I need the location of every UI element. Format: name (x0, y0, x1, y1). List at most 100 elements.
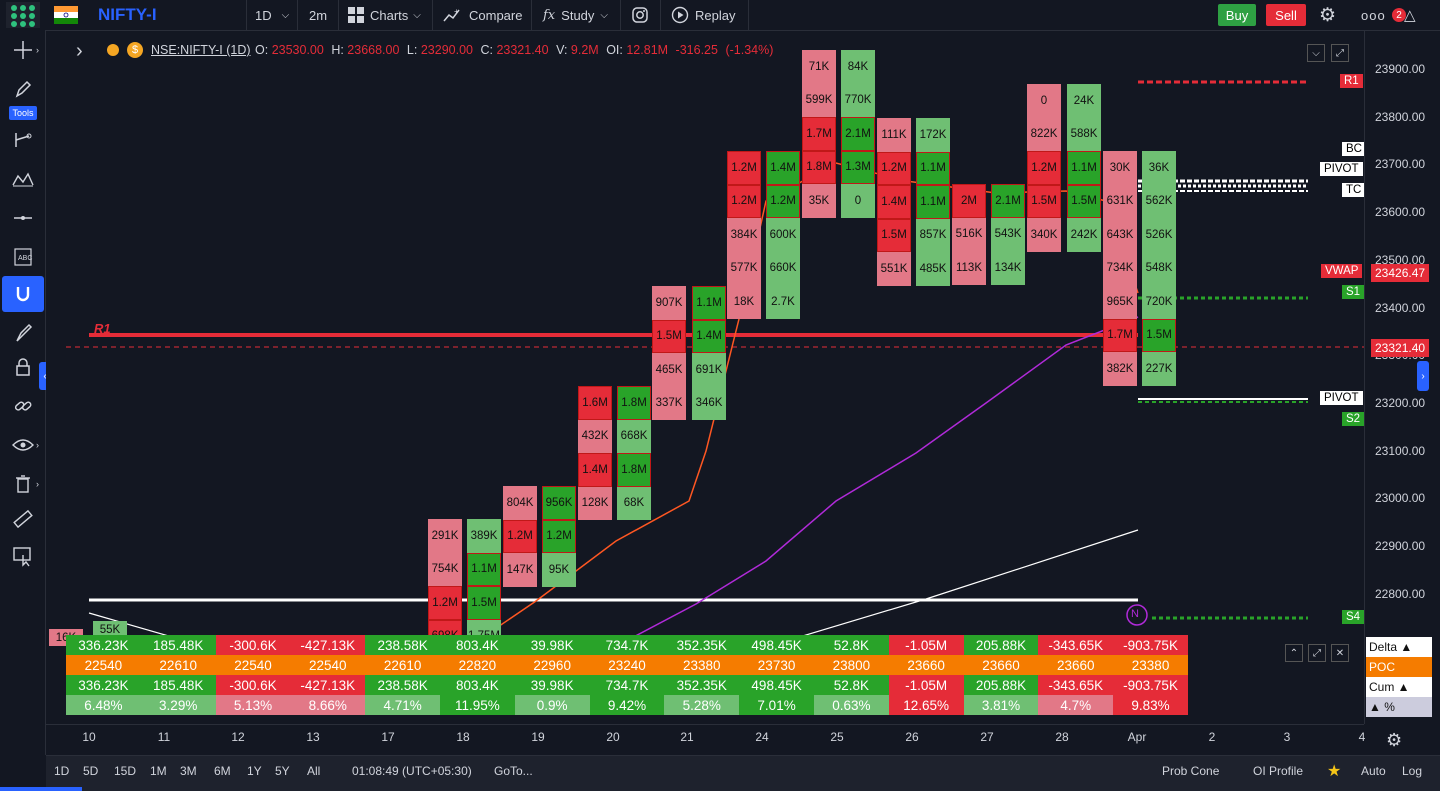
replay-button[interactable]: Replay (671, 0, 735, 30)
axis-settings-button[interactable]: ⚙ (1386, 730, 1402, 751)
study-menu[interactable]: fx Study ⌵ (543, 0, 608, 30)
pivot-level-label: PIVOT (1320, 162, 1363, 176)
footprint-cell: 1.2M (542, 519, 576, 553)
range-button-5d[interactable]: 5D (83, 764, 99, 778)
visibility-tool-button[interactable]: › (8, 430, 39, 460)
footprint-cell: 1.5M (467, 586, 501, 620)
stats-row-cum: 336.23K 185.48K -300.6K -427.13K 238.58K 803.… (66, 675, 1188, 695)
brush-icon (16, 323, 33, 342)
status-dot-icon (107, 44, 119, 56)
favorite-star-icon[interactable]: ★ (1327, 763, 1342, 780)
chart-expand-button[interactable]: ⤢ (1331, 44, 1349, 62)
chart-canvas[interactable]: N R1 16K55K291K754K1.2M698K389K1.1M1.5M1… (46, 31, 1364, 724)
clock-display[interactable]: 01:08:49 (UTC+05:30) (352, 764, 472, 778)
range-button-3m[interactable]: 3M (180, 764, 197, 778)
footprint-cell: 804K (503, 486, 537, 520)
log-scale-button[interactable]: Log (1402, 764, 1423, 778)
buy-button[interactable]: Buy (1218, 4, 1256, 26)
bottom-toolbar: 1D 5D 15D 1M 3M 6M 1Y 5Y All 01:08:49 (UTC+05:30… (0, 755, 1440, 791)
stats-cell: 23800 (813, 655, 889, 675)
range-button-all[interactable]: All (307, 764, 321, 778)
stats-cell: 23240 (589, 655, 665, 675)
stats-cell: -1.05M (888, 675, 964, 695)
pen-icon (15, 80, 32, 98)
alerts-button[interactable]: 2 △ (1392, 0, 1416, 30)
stats-close-button[interactable]: ✕ (1331, 644, 1349, 662)
range-button-1d[interactable]: 1D (54, 764, 70, 778)
app-logo[interactable] (4, 0, 42, 30)
price-tick-label: 23400.00 (1375, 300, 1426, 315)
lock-tool-button[interactable] (8, 352, 38, 382)
range-button-5y[interactable]: 5Y (275, 764, 290, 778)
range-button-6m[interactable]: 6M (214, 764, 231, 778)
delta-legend[interactable]: Delta ▲ (1366, 637, 1432, 657)
charts-menu[interactable]: Charts ⌵ (347, 0, 421, 30)
horizontal-line-tool-button[interactable] (8, 203, 38, 233)
compare-button[interactable]: + Compare (443, 0, 522, 30)
more-menu-button[interactable]: ooo (1361, 7, 1386, 23)
prob-cone-button[interactable]: Prob Cone (1162, 764, 1220, 778)
oi-profile-button[interactable]: OI Profile (1253, 764, 1304, 778)
interval-select[interactable]: 1D ⌵ (255, 0, 289, 30)
poc-legend[interactable]: POC (1366, 657, 1432, 677)
pct-legend[interactable]: ▲ % (1366, 697, 1432, 717)
footprint-cell: 1.5M (877, 218, 911, 252)
time-tick-label: 20 (606, 730, 620, 744)
range-button-1y[interactable]: 1Y (247, 764, 262, 778)
footprint-cell: 1.6M (578, 386, 612, 420)
settings-button[interactable]: ⚙ (1319, 0, 1336, 30)
ruler-tool-button[interactable] (8, 504, 38, 534)
footprint-cell: 1.4M (578, 453, 612, 487)
goto-button[interactable]: GoTo... (494, 764, 533, 778)
symbol-name[interactable]: NIFTY-I (98, 5, 157, 24)
price-tick-label: 23600.00 (1375, 205, 1426, 220)
stats-collapse-button[interactable]: ⌃ (1285, 644, 1303, 662)
footprint-cell: 691K (692, 353, 726, 387)
text-abc-icon: ABC (14, 248, 32, 266)
sell-button[interactable]: Sell (1266, 4, 1306, 26)
time-axis[interactable]: 10 11 12 13 17 18 19 20 21 24 25 26 27 28 Apr 2 3 4 (46, 724, 1365, 755)
price-axis[interactable]: 23900.00 23800.00 23700.00 23600.00 23500.00… (1364, 31, 1440, 724)
link-tool-button[interactable] (8, 391, 38, 421)
stats-cell: 23660 (963, 655, 1039, 675)
range-button-15d[interactable]: 15D (114, 764, 137, 778)
hand-pointer-icon (13, 547, 31, 567)
chart-collapse-button[interactable]: ⌵ (1307, 44, 1325, 62)
price-axis-expand-handle[interactable]: › (1417, 361, 1429, 391)
cum-legend[interactable]: Cum ▲ (1366, 677, 1432, 697)
s4-level-label: S4 (1342, 610, 1364, 624)
footprint-cell: 1.8M (617, 386, 651, 420)
price-tick-label: 23200.00 (1375, 395, 1426, 410)
camera-button[interactable] (631, 0, 649, 30)
time-tick-label: 24 (755, 730, 769, 744)
pivot-lower-level-label: PIVOT (1320, 391, 1363, 405)
stats-cell: 0.9% (514, 695, 590, 715)
magnet-tool-button[interactable] (2, 276, 44, 312)
auto-scale-button[interactable]: Auto (1361, 764, 1386, 778)
svg-text:ABC: ABC (18, 255, 32, 262)
measure-tool-button[interactable] (8, 125, 38, 155)
stats-cell: 205.88K (963, 675, 1039, 695)
footprint-cell: 1.2M (766, 184, 800, 218)
footprint-cell: 30K (1103, 151, 1137, 185)
sub-interval-button[interactable]: 2m (309, 7, 328, 23)
stats-expand-button[interactable]: ⤢ (1308, 644, 1326, 662)
delete-tool-button[interactable]: › (8, 469, 39, 499)
footprint-cell: 389K (467, 519, 501, 553)
instrument-label[interactable]: NSE:NIFTY-I (1D) (151, 43, 251, 57)
stats-cell: 7.01% (739, 695, 814, 715)
pen-tool-button[interactable] (8, 74, 38, 104)
compare-icon: + (443, 7, 460, 22)
pattern-tool-button[interactable] (8, 164, 38, 194)
brush-tool-button[interactable] (8, 318, 38, 348)
footprint-cell: 36K (1142, 151, 1176, 185)
footprint-cell: 172K (916, 118, 950, 152)
footprint-cell: 562K (1142, 184, 1176, 218)
ohlc-legend: O: 23530.00 H: 23668.00 L: 23290.00 C: 2… (255, 43, 773, 57)
text-tool-button[interactable]: ABC (8, 242, 38, 272)
screenshot-tool-button[interactable] (8, 542, 38, 572)
crosshair-icon (14, 41, 32, 59)
chart-collapse-arrow[interactable]: › (76, 40, 83, 62)
range-button-1m[interactable]: 1M (150, 764, 167, 778)
crosshair-tool-button[interactable]: › (8, 35, 39, 65)
